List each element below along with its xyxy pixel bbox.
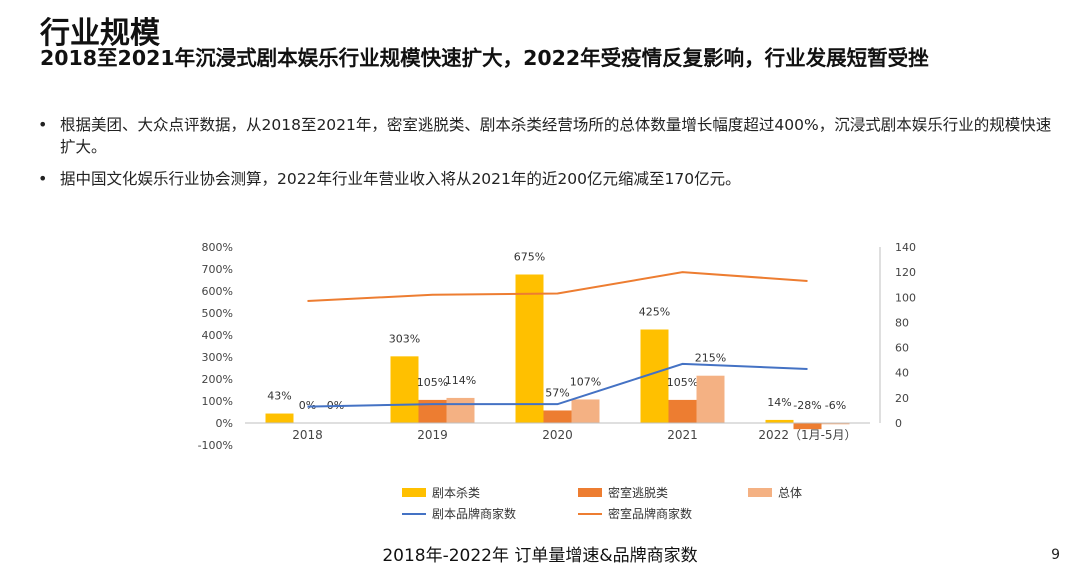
chart-caption: 2018年-2022年 订单量增速&品牌商家数 bbox=[382, 546, 698, 566]
bar-total bbox=[821, 423, 850, 425]
slide-subtitle: 2018至2021年沉浸式剧本娱乐行业规模快速扩大，2022年受疫情反复影响，行… bbox=[40, 46, 929, 70]
y-left-tick-label: 600% bbox=[202, 285, 233, 298]
x-tick-label: 2022（1月-5月） bbox=[758, 428, 856, 442]
page-number: 9 bbox=[1051, 547, 1060, 563]
slide-title: 行业规模 bbox=[40, 16, 160, 51]
bar-data-label: 107% bbox=[570, 375, 601, 388]
bar-escape-room bbox=[543, 410, 572, 423]
y-right-tick-label: 80 bbox=[895, 316, 909, 329]
legend-label: 密室品牌商家数 bbox=[608, 506, 692, 521]
bar-data-label: 105% bbox=[667, 376, 698, 389]
y-right-tick-label: 40 bbox=[895, 367, 909, 380]
y-left-tick-label: 100% bbox=[202, 395, 233, 408]
line-jubensha-brands bbox=[307, 362, 808, 408]
legend-swatch bbox=[748, 488, 772, 497]
bar-jubensha bbox=[765, 419, 794, 423]
bar-jubensha bbox=[515, 274, 544, 423]
bullet-item: 根据美团、大众点评数据，从2018至2021年，密室逃脱类、剧本杀类经营场所的总… bbox=[36, 114, 1056, 158]
y-left-tick-label: 400% bbox=[202, 329, 233, 342]
x-tick-label: 2019 bbox=[417, 428, 448, 442]
bar-total bbox=[696, 375, 725, 423]
y-left-tick-label: 200% bbox=[202, 373, 233, 386]
legend-label: 总体 bbox=[778, 486, 802, 500]
bar-total bbox=[571, 399, 600, 423]
y-right-tick-label: 100 bbox=[895, 291, 916, 304]
legend-swatch bbox=[578, 488, 602, 497]
bar-data-label: 114% bbox=[445, 374, 476, 387]
bar-jubensha bbox=[390, 356, 419, 423]
y-right-tick-label: 20 bbox=[895, 392, 909, 405]
y-right-tick-label: 60 bbox=[895, 342, 909, 355]
bar-data-label: 425% bbox=[639, 306, 670, 319]
bullet-item: 据中国文化娱乐行业协会测算，2022年行业年营业收入将从2021年的近200亿元… bbox=[36, 168, 1056, 190]
bar-escape-room bbox=[668, 399, 697, 423]
bullet-list: 根据美团、大众点评数据，从2018至2021年，密室逃脱类、剧本杀类经营场所的总… bbox=[36, 114, 1056, 200]
legend-label: 剧本杀类 bbox=[432, 485, 480, 500]
y-left-tick-label: 300% bbox=[202, 351, 233, 364]
y-left-tick-label: 800% bbox=[202, 241, 233, 254]
y-right-tick-label: 0 bbox=[895, 417, 902, 430]
bar-data-label: 57% bbox=[545, 386, 569, 399]
legend-label: 密室逃脱类 bbox=[608, 485, 668, 500]
bar-total bbox=[446, 397, 475, 423]
combo-chart: -100%0%100%200%300%400%500%600%700%800%0… bbox=[198, 241, 916, 521]
bar-data-label: 43% bbox=[267, 390, 291, 403]
bar-data-label: 14% bbox=[767, 396, 791, 409]
y-left-tick-label: 700% bbox=[202, 263, 233, 276]
bar-escape-room bbox=[793, 423, 822, 430]
bar-data-label: -6% bbox=[825, 399, 846, 412]
y-right-tick-label: 120 bbox=[895, 266, 916, 279]
y-left-tick-label: 500% bbox=[202, 307, 233, 320]
bar-data-label: 0% bbox=[299, 399, 316, 412]
x-tick-label: 2020 bbox=[542, 428, 573, 442]
bar-data-label: 215% bbox=[695, 352, 726, 365]
bar-escape-room bbox=[418, 399, 447, 423]
y-left-tick-label: -100% bbox=[198, 439, 233, 452]
bar-data-label: 675% bbox=[514, 251, 545, 264]
bar-jubensha bbox=[265, 413, 294, 423]
legend-swatch bbox=[402, 488, 426, 497]
bar-data-label: -28% bbox=[793, 399, 821, 412]
x-tick-label: 2021 bbox=[667, 428, 698, 442]
y-right-tick-label: 140 bbox=[895, 241, 916, 254]
bar-data-label: 303% bbox=[389, 332, 420, 345]
y-left-tick-label: 0% bbox=[216, 417, 233, 430]
x-tick-label: 2018 bbox=[292, 428, 323, 442]
bar-data-label: 105% bbox=[417, 376, 448, 389]
legend-label: 剧本品牌商家数 bbox=[432, 506, 516, 521]
line-escape-room-brands bbox=[307, 271, 808, 303]
